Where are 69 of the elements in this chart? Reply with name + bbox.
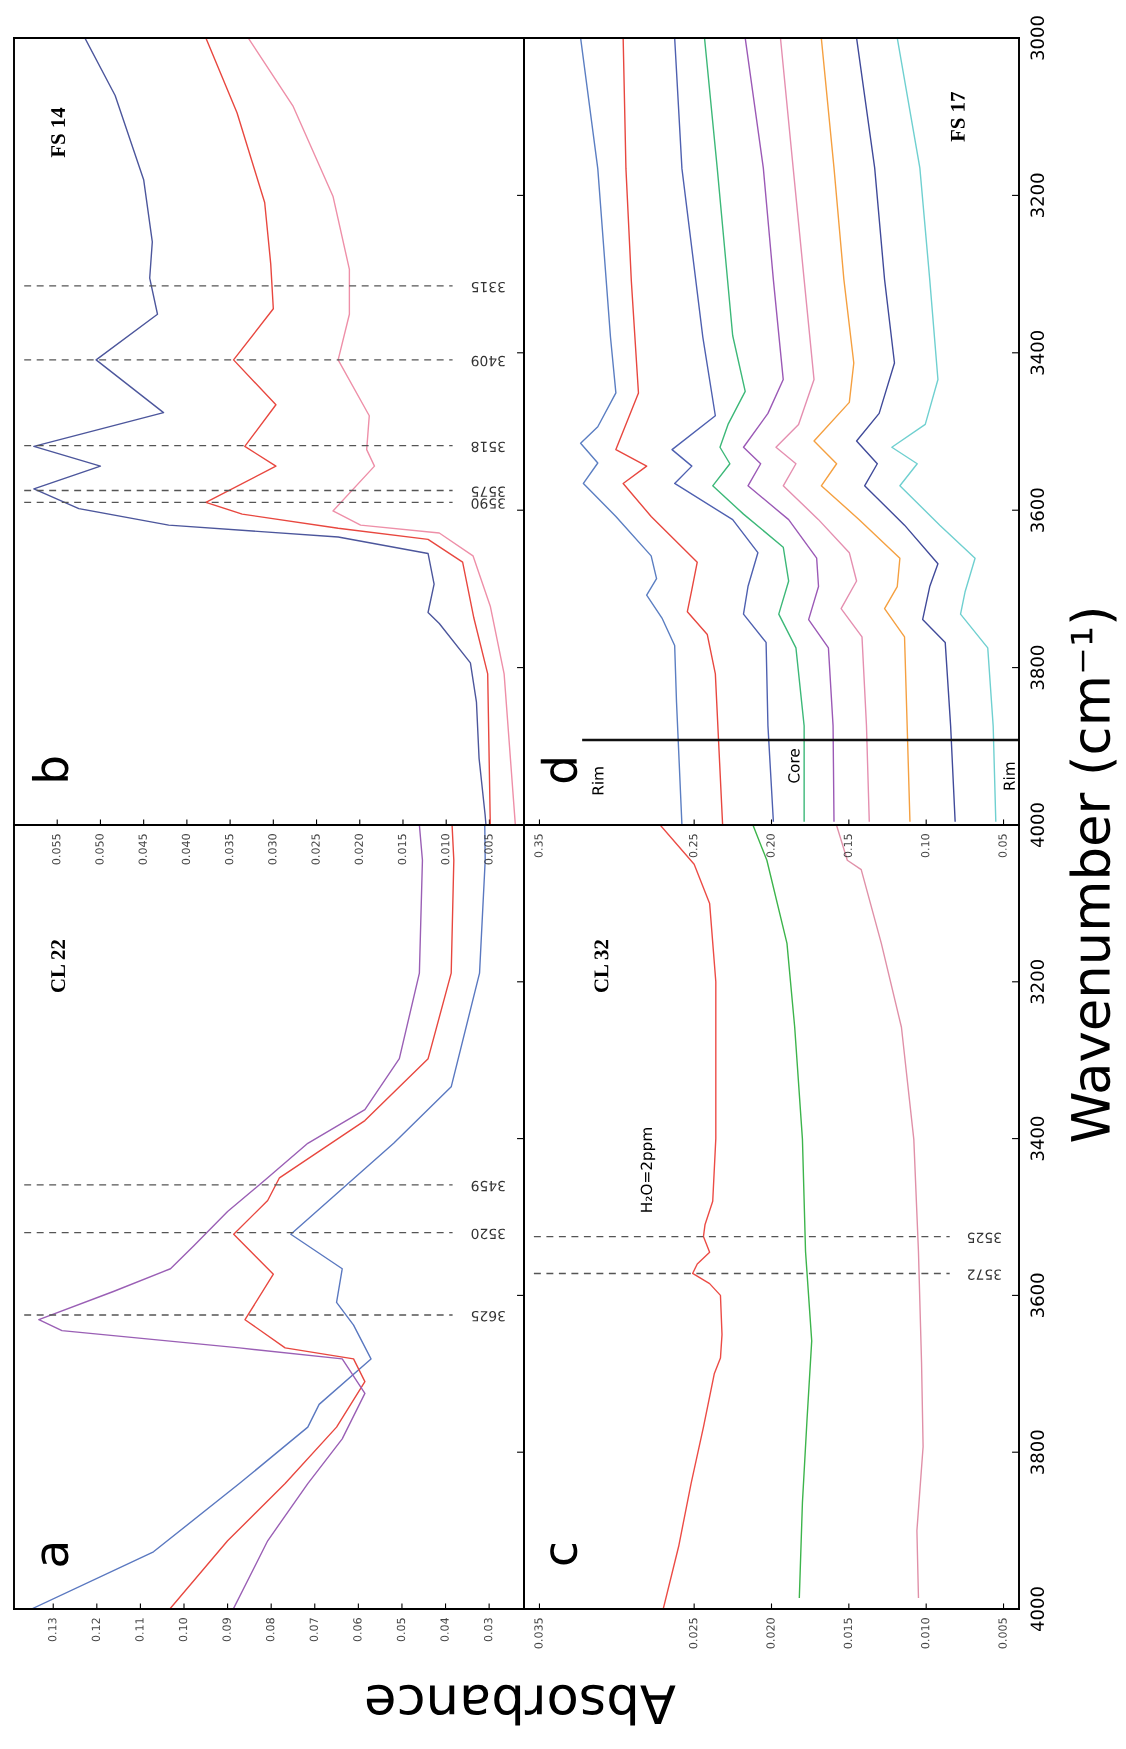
x-tick-label: 0.12 bbox=[91, 1618, 101, 1642]
x-tick-label: 0.25 bbox=[688, 834, 698, 858]
annotation: a bbox=[41, 1543, 69, 1566]
x-tick-label: 0.010 bbox=[441, 834, 450, 865]
x-tick-label: 0.07 bbox=[309, 1618, 318, 1642]
x-tick-label: 0.11 bbox=[135, 1618, 144, 1642]
ref-line-label: 3572 bbox=[968, 1269, 1001, 1280]
x-tick-label: 0.15 bbox=[843, 834, 853, 858]
annotation: H₂O=2ppm bbox=[640, 1128, 656, 1212]
ref-line-label: 3459 bbox=[471, 1180, 505, 1192]
y-tick-label: 3600 bbox=[1030, 1273, 1045, 1317]
x-tick-label: 0.025 bbox=[311, 834, 320, 865]
annotation: d bbox=[540, 759, 578, 783]
ref-line-label: 3590 bbox=[471, 498, 505, 509]
ref-line-label: 3525 bbox=[967, 1232, 1001, 1244]
x-tick-label: 0.040 bbox=[181, 834, 191, 865]
x-tick-label: 0.005 bbox=[998, 1618, 1007, 1649]
x-axis-title: Absorbance bbox=[366, 1684, 676, 1726]
x-tick-label: 0.03 bbox=[483, 1618, 493, 1642]
x-tick-label: 0.09 bbox=[222, 1618, 231, 1642]
y-tick-label: 3400 bbox=[1030, 1116, 1045, 1161]
x-tick-label: 0.050 bbox=[95, 834, 104, 865]
y-tick-label: 4000 bbox=[1030, 803, 1045, 848]
x-tick-label: 0.035 bbox=[534, 1618, 543, 1649]
x-tick-label: 0.06 bbox=[353, 1618, 362, 1642]
x-tick-label: 0.005 bbox=[484, 834, 493, 865]
y-tick-label: 3800 bbox=[1030, 1430, 1045, 1474]
annotation: Rim bbox=[591, 767, 604, 795]
text: FS 14 bbox=[51, 107, 66, 158]
x-tick-label: 0.08 bbox=[266, 1618, 275, 1642]
ref-line-label: 3520 bbox=[471, 1228, 505, 1240]
x-tick-label: 0.055 bbox=[52, 834, 61, 865]
annotation: c bbox=[550, 1544, 578, 1565]
annotation: Core bbox=[788, 749, 800, 783]
text: FS 17 bbox=[950, 92, 965, 142]
y-tick-label: 3200 bbox=[1030, 173, 1045, 217]
x-tick-label: 0.10 bbox=[921, 834, 930, 858]
x-tick-label: 0.05 bbox=[998, 834, 1007, 858]
y-tick-label: 3600 bbox=[1030, 488, 1045, 532]
y-tick-label: 3800 bbox=[1030, 645, 1045, 690]
x-tick-label: 0.020 bbox=[766, 1618, 775, 1649]
y-tick-label: 4000 bbox=[1030, 1587, 1045, 1632]
x-tick-label: 0.10 bbox=[178, 1618, 188, 1642]
x-tick-label: 0.05 bbox=[396, 1618, 406, 1642]
annotation: Rim bbox=[1003, 762, 1015, 790]
x-tick-label: 0.020 bbox=[354, 834, 363, 865]
ref-line-label: 3315 bbox=[471, 281, 505, 293]
y-axis-title: Wavenumber (cm⁻¹) bbox=[1069, 609, 1117, 1142]
y-tick-label: 3000 bbox=[1030, 16, 1045, 60]
y-tick-label: 3200 bbox=[1030, 960, 1045, 1004]
text: CL 22 bbox=[51, 940, 66, 993]
x-tick-label: 0.025 bbox=[688, 1618, 698, 1649]
x-tick-label: 0.13 bbox=[48, 1618, 57, 1642]
x-tick-label: 0.035 bbox=[224, 834, 234, 865]
x-tick-label: 0.030 bbox=[268, 834, 277, 865]
text: CL 32 bbox=[594, 940, 609, 993]
ref-line-label: 3518 bbox=[471, 441, 505, 453]
ref-line-label: 3625 bbox=[471, 1310, 505, 1322]
x-tick-label: 0.04 bbox=[440, 1617, 449, 1642]
x-tick-label: 0.015 bbox=[843, 1618, 853, 1649]
y-tick-label: 3400 bbox=[1030, 331, 1045, 375]
ref-line-label: 3575 bbox=[471, 486, 505, 497]
x-tick-label: 0.015 bbox=[397, 834, 407, 865]
ref-line-label: 3409 bbox=[471, 355, 505, 367]
annotation: b bbox=[31, 757, 69, 781]
x-tick-label: 0.045 bbox=[138, 834, 147, 865]
x-tick-label: 0.010 bbox=[921, 1618, 930, 1649]
x-tick-label: 0.20 bbox=[766, 834, 775, 858]
x-tick-label: 0.35 bbox=[534, 834, 543, 858]
